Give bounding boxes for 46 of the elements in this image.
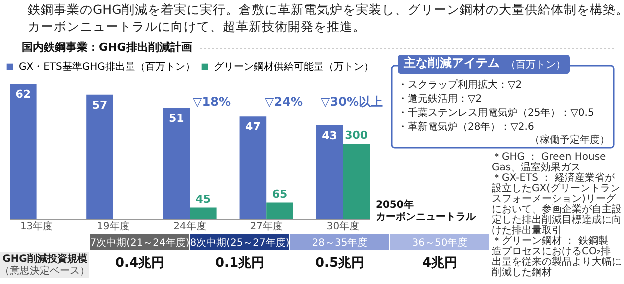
text: 7次中期(21～24年度) bbox=[90, 237, 190, 249]
data-label: 62 bbox=[16, 88, 32, 101]
data-label: 300 bbox=[345, 129, 368, 142]
x-tick-label: 13年度 bbox=[20, 220, 54, 232]
text: （稼働予定年度） bbox=[530, 134, 610, 146]
x-tick-label: 19年度 bbox=[97, 220, 130, 232]
text: 2050年 bbox=[376, 199, 414, 211]
chart-title: 鉄鋼事業のGHG削減を着実に実行。倉敷に革新電気炉を実装し、グリーン鋼材の大量供給体制を構築。カーボンニュートラルに向けて、超革新技術開発を推進。 bbox=[28, 2, 624, 34]
bar bbox=[10, 84, 37, 219]
data-label: 57 bbox=[92, 98, 108, 112]
legend-label: グリーン鋼材供給可能量（万トン） bbox=[214, 61, 374, 73]
text: 4兆円 bbox=[422, 256, 458, 271]
text: ・スクラップ利用拡大：▽2 bbox=[398, 79, 522, 91]
text: GHG削減投資規模 bbox=[2, 253, 88, 265]
data-label: 43 bbox=[322, 129, 338, 142]
text: ・還元鉄活用：▽2 bbox=[398, 93, 482, 105]
text: ＊GHG ： Green House Gas、温室効果ガス bbox=[492, 152, 606, 174]
data-label: 65 bbox=[272, 188, 288, 201]
text: 0.5兆円 bbox=[315, 256, 365, 271]
text: ＊グリーン鋼材 ： 鉄鋼製造プロセスにおけるCO₂排出量を従来の製品より大幅に削減した鋼材 bbox=[492, 235, 622, 278]
data-label: 47 bbox=[246, 120, 261, 134]
x-tick-label: 30年度 bbox=[326, 220, 360, 232]
bar bbox=[240, 116, 267, 219]
text: カーボンニュートラル bbox=[376, 211, 477, 223]
text: 36～50年度 bbox=[412, 237, 468, 249]
chart-subtitle: 国内鉄鋼事業：GHG排出削減計画 bbox=[22, 41, 192, 54]
annotation: ▽18% bbox=[193, 95, 231, 109]
text: 主な削減アイテム bbox=[403, 56, 500, 70]
text: 0.4兆円 bbox=[115, 256, 165, 271]
bar bbox=[163, 108, 190, 219]
text: ＊GX-ETS ： 経済産業省が設立したGX(グリーントランスフォーメーション)リーグにおいて、参画企業が自主設定した排出削減目標達成に向けた排出量取引 bbox=[492, 172, 622, 236]
text: （意思決定ベース） bbox=[0, 265, 90, 277]
annotation: ▽24% bbox=[265, 95, 303, 109]
annotation: ▽30%以上 bbox=[321, 95, 383, 109]
data-label: 51 bbox=[168, 112, 184, 125]
text: ・千葉ステンレス用電気炉（25年）：▽0.5 bbox=[398, 107, 594, 119]
legend-label: GX・ETS基準GHG排出量（百万トン） bbox=[19, 61, 196, 73]
bar bbox=[86, 94, 114, 219]
text: ・革新電気炉（28年）：▽2.6 bbox=[398, 121, 534, 133]
text: 28～35年度 bbox=[312, 237, 368, 249]
data-label: 45 bbox=[196, 192, 212, 206]
text: （百万トン） bbox=[506, 60, 566, 71]
text: 0.1兆円 bbox=[215, 256, 265, 271]
x-tick-label: 24年度 bbox=[174, 220, 206, 232]
text: 8次中期(25～27年度) bbox=[190, 237, 290, 249]
x-tick-label: 27年度 bbox=[250, 220, 283, 232]
